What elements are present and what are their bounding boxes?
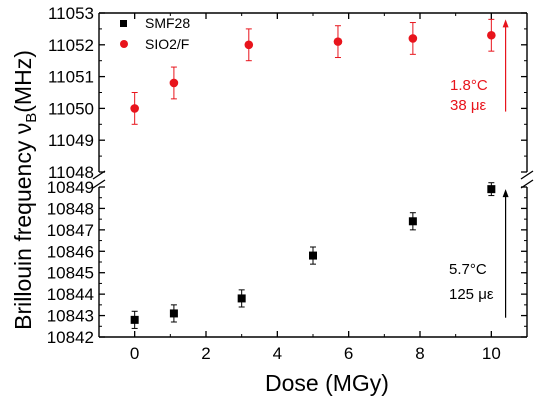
data-point-circle	[130, 104, 139, 113]
data-point-circle	[487, 30, 496, 40]
x-tick-label-2: 2	[201, 344, 210, 363]
annotation-arrow-head-0	[502, 19, 509, 28]
annotations: 1.8°C 38 με 5.7°C 125 με	[449, 19, 509, 318]
y-tick-label-11052: 11052	[48, 36, 94, 55]
y-tick-label-10844: 10844	[47, 285, 94, 304]
y-tick-label-11049: 11049	[48, 131, 94, 150]
data-point-circle	[333, 37, 343, 46]
data-series	[130, 18, 496, 329]
legend-label-smf28: SMF28	[145, 15, 190, 31]
data-point-circle	[408, 34, 418, 43]
x-tick-label-4: 4	[273, 344, 282, 363]
annotation-sio2-strain: 38 με	[450, 97, 486, 114]
data-point-square	[130, 315, 139, 324]
data-point-square	[309, 251, 317, 260]
legend-label-sio2f: SIO2/F	[145, 36, 189, 52]
x-tick-label-10: 10	[482, 344, 501, 363]
y-tick-label-11050: 11050	[48, 99, 94, 118]
annotation-sio2-temperature: 1.8°C	[450, 77, 488, 94]
x-tick-label-8: 8	[415, 344, 424, 363]
x-tick-label-6: 6	[344, 344, 353, 363]
axis-break-marks	[92, 170, 534, 189]
legend: SMF28 SIO2/F	[120, 15, 190, 52]
legend-marker-sio2f	[120, 40, 128, 48]
y-axis-title-subscript: B	[23, 113, 40, 123]
series-smf28	[130, 182, 496, 329]
y-tick-label-11053: 11053	[48, 4, 94, 23]
break-mark-right-1	[520, 170, 534, 180]
y-axis-title-symbol: ν	[10, 123, 36, 135]
data-point-circle	[169, 78, 179, 88]
y-axis-ticks: 11048 11049 11050 11051 11052 11053 10842 10843…	[47, 4, 527, 347]
data-point-square	[408, 217, 417, 226]
x-tick-label-0: 0	[130, 344, 139, 363]
y-axis-title-text: Brillouin frequency	[10, 140, 36, 330]
series-sio2f	[130, 18, 496, 125]
y-tick-label-11048: 11048	[48, 163, 94, 182]
data-point-square	[237, 294, 246, 303]
legend-marker-smf28	[120, 20, 127, 27]
annotation-smf28-strain: 125 με	[449, 286, 494, 303]
y-tick-label-10843: 10843	[47, 307, 94, 326]
x-axis-title: Dose (MGy)	[265, 370, 389, 396]
y-axis-title: Brillouin frequency νB(MHz)	[10, 50, 40, 330]
y-tick-label-10845: 10845	[47, 264, 94, 283]
data-point-circle	[244, 40, 254, 50]
y-tick-label-10842: 10842	[47, 328, 94, 347]
data-point-square	[169, 309, 178, 318]
y-tick-label-11051: 11051	[48, 68, 94, 87]
annotation-smf28-temperature: 5.7°C	[449, 261, 487, 278]
data-point-square	[487, 185, 496, 194]
y-tick-label-10848: 10848	[47, 199, 94, 218]
y-tick-label-10849: 10849	[47, 178, 94, 197]
y-tick-label-10846: 10846	[47, 242, 94, 261]
y-tick-label-10847: 10847	[47, 221, 94, 240]
break-mark-left-2	[92, 179, 106, 189]
x-axis-ticks: 0 2 4 6 8 10	[130, 13, 501, 363]
y-axis-title-unit: (MHz)	[10, 50, 36, 113]
annotation-arrow-head-1	[502, 189, 509, 198]
